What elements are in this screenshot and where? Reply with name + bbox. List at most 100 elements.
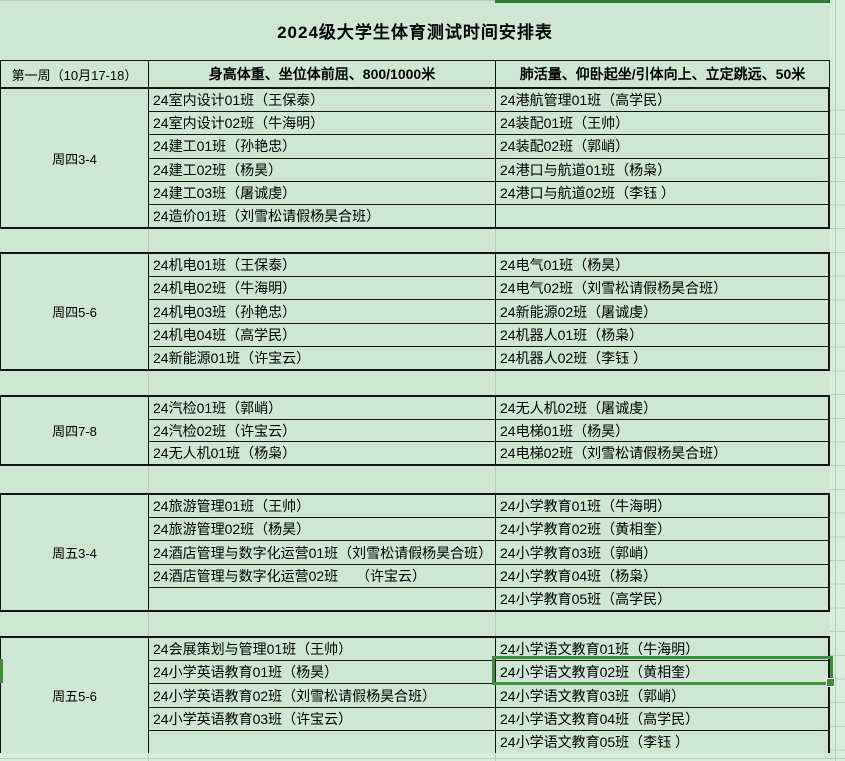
class-cell-col-c[interactable]: 24小学语文教育02班（黄相奎） <box>500 664 700 681</box>
class-cell-col-c[interactable]: 24新能源02班（屠诚虔） <box>500 303 658 320</box>
class-cell-col-b[interactable]: 24旅游管理01班（王帅） <box>149 495 496 518</box>
class-cell-col-b[interactable]: 24小学英语教育01班（杨昊） <box>149 661 496 684</box>
table-row: 24小学教育05班（高学民） <box>149 586 828 611</box>
table-title[interactable]: 2024级大学生体育测试时间安排表 <box>277 22 553 42</box>
class-cell-col-c[interactable]: 24小学语文教育03班（郭峭） <box>500 687 686 704</box>
class-cell-col-c[interactable]: 24电梯02班（刘雪松请假杨昊合班） <box>500 445 728 462</box>
table-row: 24建工02班（杨昊） 24港口与航道01班（杨枭） <box>149 157 828 181</box>
class-cell-col-c[interactable]: 24机器人02班（李钰 ） <box>500 349 648 366</box>
table-row: 24小学英语教育03班（许宝云） 24小学语文教育04班（高学民） <box>149 706 828 730</box>
table-row: 24机电04班（高学民） 24机器人01班（杨枭） <box>149 322 828 346</box>
table-row: 24新能源01班（许宝云） 24机器人02班（李钰 ） <box>149 345 828 370</box>
section-gap <box>0 612 830 636</box>
class-cell-col-b[interactable] <box>149 730 496 754</box>
class-cell-col-b[interactable]: 24新能源01班（许宝云） <box>149 346 496 370</box>
class-cell-col-c[interactable]: 24小学教育02班（黄相奎） <box>500 521 672 538</box>
section-rows: 24汽检01班（郭峭） 24无人机02班（屠诚虔） 24汽检02班（许宝云） 24电梯… <box>149 397 828 465</box>
class-cell-col-b[interactable]: 24建工01班（孙艳忠） <box>149 135 496 158</box>
section-gap <box>0 229 830 252</box>
class-cell-col-c[interactable]: 24无人机02班（屠诚虔） <box>500 399 658 416</box>
table-row: 24会展策划与管理01班（王帅） 24小学语文教育01班（牛海明） <box>149 638 828 661</box>
class-cell-col-b[interactable] <box>149 587 496 611</box>
class-cell-col-b[interactable]: 24汽检02班（许宝云） <box>149 419 496 442</box>
class-cell-col-c[interactable]: 24小学教育03班（郭峭） <box>500 544 658 561</box>
section-gap <box>0 466 830 493</box>
class-cell-col-c[interactable]: 24小学语文教育05班（李钰 ） <box>500 733 690 750</box>
header-test-group-1-cell[interactable]: 身高体重、坐位体前屈、800/1000米 <box>149 61 496 87</box>
table-row: 24小学英语教育01班（杨昊） 24小学语文教育02班（黄相奎） <box>149 660 828 684</box>
selected-cell-outline[interactable] <box>492 656 835 687</box>
table-row: 24汽检02班（许宝云） 24电梯01班（杨昊） <box>149 418 828 442</box>
class-cell-col-c[interactable]: 24港航管理01班（高学民） <box>500 92 672 109</box>
class-cell-col-b[interactable]: 24室内设计01班（王保泰） <box>149 89 496 112</box>
period-label-cell[interactable]: 周五3-4 <box>1 495 149 610</box>
header-week-cell[interactable]: 第一周（10月17-18） <box>1 61 149 87</box>
table-row: 24小学英语教育02班（刘雪松请假杨昊合班） 24小学语文教育03班（郭峭） <box>149 683 828 707</box>
class-cell-col-c[interactable]: 24电梯01班（杨昊） <box>500 422 630 439</box>
selected-row-header-highlight <box>0 659 3 683</box>
gridline <box>495 371 496 395</box>
period-label-cell[interactable]: 周四7-8 <box>1 397 149 464</box>
period-label-cell[interactable]: 周四5-6 <box>1 254 149 369</box>
section-rows: 24室内设计01班（王保泰） 24港航管理01班（高学民） 24室内设计02班（牛海… <box>149 89 828 228</box>
schedule-section: 周五3-4 24旅游管理01班（王帅） 24小学教育01班（牛海明） 24旅游管理02… <box>0 493 830 612</box>
header-row: 第一周（10月17-18） 身高体重、坐位体前屈、800/1000米 肺活量、仰… <box>0 60 830 87</box>
class-cell-col-c[interactable] <box>496 205 828 227</box>
class-cell-col-c[interactable]: 24电气02班（刘雪松请假杨昊合班） <box>500 280 728 297</box>
class-cell-col-c[interactable]: 24电气01班（杨昊） <box>500 257 630 274</box>
class-cell-col-c[interactable]: 24小学语文教育01班（牛海明） <box>500 641 700 658</box>
class-cell-col-c[interactable]: 24小学教育05班（高学民） <box>500 590 672 607</box>
class-cell-col-b[interactable]: 24汽检01班（郭峭） <box>149 397 496 419</box>
section-rows: 24旅游管理01班（王帅） 24小学教育01班（牛海明） 24旅游管理02班（杨昊）… <box>149 495 828 611</box>
table-row: 24汽检01班（郭峭） 24无人机02班（屠诚虔） <box>149 397 828 419</box>
selected-column-header-highlight <box>495 0 830 3</box>
gridline <box>495 612 496 636</box>
period-label-cell[interactable]: 周五5-6 <box>1 638 149 753</box>
table-row: 24小学语文教育05班（李钰 ） <box>149 729 828 754</box>
class-cell-col-b[interactable]: 24酒店管理与数字化运营02班 （许宝云） <box>149 564 496 587</box>
class-cell-col-b[interactable]: 24酒店管理与数字化运营01班（刘雪松请假杨昊合班） <box>149 541 496 564</box>
column-gridline <box>835 0 836 761</box>
bottom-gridline <box>0 758 845 759</box>
class-cell-col-c[interactable]: 24港口与航道01班（杨枭） <box>500 161 672 178</box>
table-row: 24旅游管理02班（杨昊） 24小学教育02班（黄相奎） <box>149 517 828 541</box>
class-cell-col-c[interactable]: 24小学语文教育04班（高学民） <box>500 710 700 727</box>
row-gridlines <box>830 87 845 753</box>
header-test-group-2-cell[interactable]: 肺活量、仰卧起坐/引体向上、立定跳远、50米 <box>519 66 806 82</box>
table-row: 24机电01班（王保泰） 24电气01班（杨昊） <box>149 254 828 277</box>
class-cell-col-b[interactable]: 24机电04班（高学民） <box>149 323 496 346</box>
class-cell-col-c[interactable]: 24机器人01班（杨枭） <box>500 326 644 343</box>
class-cell-col-b[interactable]: 24机电03班（孙艳忠） <box>149 300 496 323</box>
table-row: 24无人机01班（杨枭） 24电梯02班（刘雪松请假杨昊合班） <box>149 441 828 465</box>
class-cell-col-b[interactable]: 24无人机01班（杨枭） <box>149 442 496 465</box>
class-cell-col-b[interactable]: 24旅游管理02班（杨昊） <box>149 518 496 541</box>
class-cell-col-b[interactable]: 24小学英语教育03班（许宝云） <box>149 707 496 730</box>
section-rows: 24机电01班（王保泰） 24电气01班（杨昊） 24机电02班（牛海明） 24电气0… <box>149 254 828 370</box>
table-row: 24室内设计01班（王保泰） 24港航管理01班（高学民） <box>149 89 828 112</box>
class-cell-col-b[interactable]: 24机电01班（王保泰） <box>149 254 496 277</box>
period-label-cell[interactable]: 周四3-4 <box>1 89 149 227</box>
class-cell-col-b[interactable]: 24室内设计02班（牛海明） <box>149 112 496 135</box>
table-row: 24造价01班（刘雪松请假杨昊合班） <box>149 203 828 228</box>
class-cell-col-b[interactable]: 24建工03班（屠诚虔） <box>149 181 496 204</box>
class-cell-col-c[interactable]: 24装配01班（王帅） <box>500 115 630 132</box>
class-cell-col-b[interactable]: 24小学英语教育02班（刘雪松请假杨昊合班） <box>149 684 496 707</box>
class-cell-col-b[interactable]: 24机电02班（牛海明） <box>149 277 496 300</box>
table-row: 24机电02班（牛海明） 24电气02班（刘雪松请假杨昊合班） <box>149 276 828 300</box>
class-cell-col-c[interactable]: 24小学教育04班（杨枭） <box>500 567 658 584</box>
schedule-section: 周四3-4 24室内设计01班（王保泰） 24港航管理01班（高学民） 24室内设计0… <box>0 87 830 229</box>
table-row: 24室内设计02班（牛海明） 24装配01班（王帅） <box>149 111 828 135</box>
top-gridline <box>0 0 845 1</box>
class-cell-col-c[interactable]: 24小学教育01班（牛海明） <box>500 498 672 515</box>
class-cell-col-b[interactable]: 24建工02班（杨昊） <box>149 158 496 181</box>
class-cell-col-c[interactable]: 24装配02班（郭峭） <box>500 138 630 155</box>
schedule-table: 2024级大学生体育测试时间安排表 第一周（10月17-18） 身高体重、坐位体… <box>0 22 830 755</box>
section-gap <box>0 371 830 395</box>
gridline <box>148 612 149 636</box>
gridline <box>495 229 496 252</box>
class-cell-col-b[interactable]: 24会展策划与管理01班（王帅） <box>149 638 496 661</box>
class-cell-col-c[interactable]: 24港口与航道02班（李钰 ） <box>500 184 676 201</box>
fill-handle[interactable] <box>826 678 835 687</box>
class-cell-col-b[interactable]: 24造价01班（刘雪松请假杨昊合班） <box>149 204 496 228</box>
